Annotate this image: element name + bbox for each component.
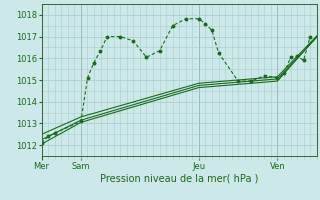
X-axis label: Pression niveau de la mer( hPa ): Pression niveau de la mer( hPa ) — [100, 173, 258, 183]
